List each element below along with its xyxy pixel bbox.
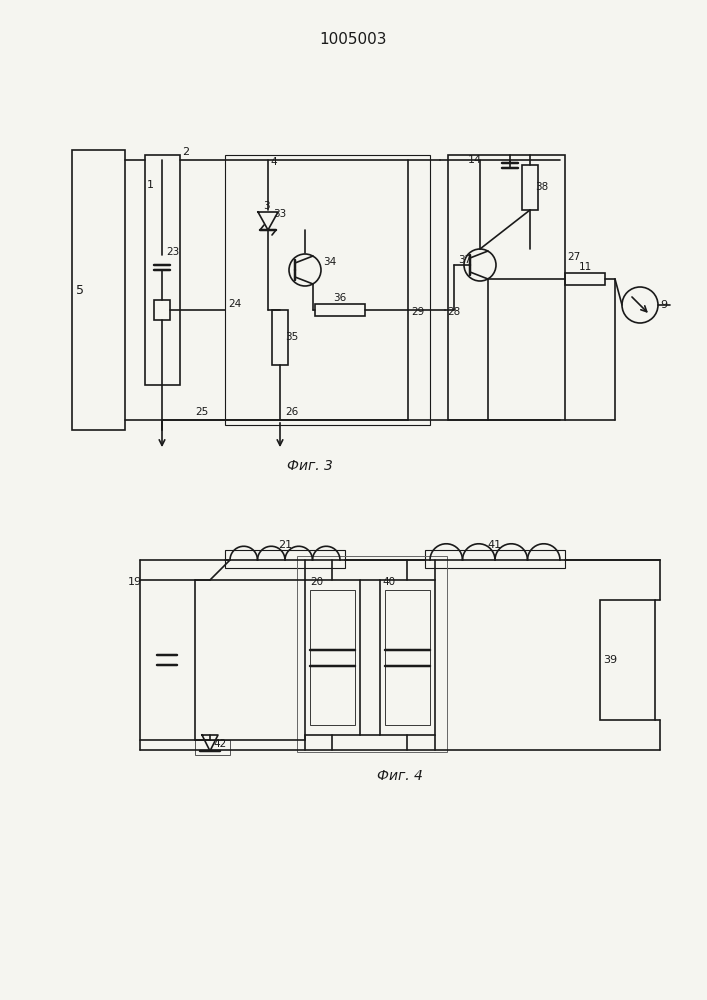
Text: 37: 37 — [458, 255, 472, 265]
Bar — [310, 590, 355, 725]
Bar — [225, 155, 430, 425]
Text: 1005003: 1005003 — [320, 32, 387, 47]
Text: 24: 24 — [228, 299, 241, 309]
Text: 33: 33 — [273, 209, 286, 219]
Text: 39: 39 — [603, 655, 617, 665]
Bar — [154, 300, 170, 320]
Text: 36: 36 — [334, 293, 346, 303]
Bar — [600, 600, 655, 720]
Bar — [380, 580, 435, 735]
Text: 41: 41 — [488, 540, 502, 550]
Bar — [225, 550, 345, 568]
Text: 2: 2 — [182, 147, 189, 157]
Bar — [305, 580, 360, 735]
Text: 4: 4 — [270, 157, 276, 167]
Text: 21: 21 — [278, 540, 292, 550]
Bar — [425, 550, 565, 568]
Text: 38: 38 — [535, 182, 548, 192]
Text: 25: 25 — [195, 407, 209, 417]
Bar — [522, 165, 538, 210]
Text: 23: 23 — [166, 247, 180, 257]
Bar — [385, 590, 430, 725]
Text: 34: 34 — [323, 257, 337, 267]
Bar — [145, 155, 180, 385]
Text: 40: 40 — [382, 577, 395, 587]
Text: 3: 3 — [263, 201, 269, 211]
Text: 11: 11 — [578, 262, 592, 272]
Text: Фиг. 3: Фиг. 3 — [287, 459, 333, 473]
Text: Фиг. 4: Фиг. 4 — [377, 769, 423, 783]
Text: 14: 14 — [468, 155, 482, 165]
Bar — [272, 310, 288, 365]
Text: 29: 29 — [411, 307, 424, 317]
Text: 26: 26 — [285, 407, 298, 417]
Text: 9: 9 — [660, 300, 667, 310]
Text: 27: 27 — [567, 252, 580, 262]
Bar — [315, 304, 365, 316]
Text: 42: 42 — [213, 739, 226, 749]
Text: 20: 20 — [310, 577, 323, 587]
Bar — [297, 556, 447, 752]
Text: 28: 28 — [447, 307, 460, 317]
Bar — [565, 273, 605, 285]
Bar — [448, 155, 565, 420]
Text: 19: 19 — [128, 577, 142, 587]
Text: 35: 35 — [285, 332, 298, 342]
Bar — [72, 150, 125, 430]
Bar — [195, 740, 230, 755]
Text: 1: 1 — [146, 180, 153, 190]
Text: 5: 5 — [76, 284, 84, 296]
Bar — [140, 580, 195, 740]
